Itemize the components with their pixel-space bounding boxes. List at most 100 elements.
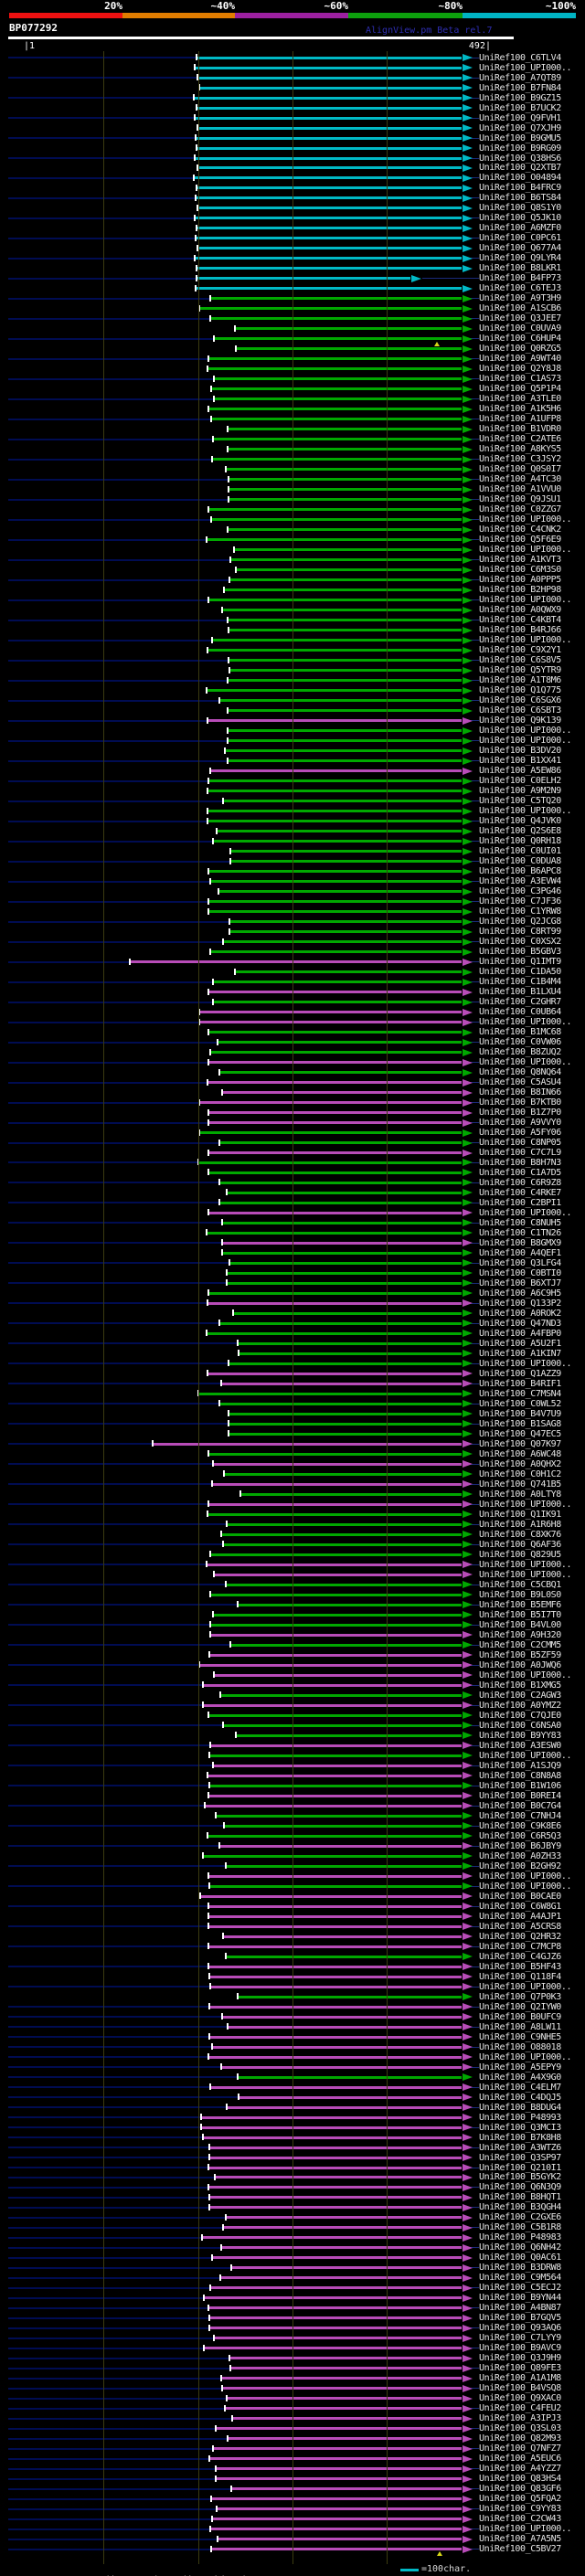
alignment-bar[interactable] [200, 1894, 462, 1898]
subject-label[interactable]: UniRef100_B7K8H8 [479, 2132, 561, 2143]
alignment-bar[interactable] [208, 357, 462, 361]
subject-label[interactable]: UniRef100_UPI000.. [479, 2524, 572, 2535]
subject-label[interactable]: UniRef100_UPI000.. [479, 1670, 572, 1680]
alignment-bar[interactable] [209, 1754, 462, 1757]
subject-label[interactable]: UniRef100_C0H1C2 [479, 1468, 561, 1479]
subject-label[interactable]: UniRef100_A5CRS8 [479, 1921, 561, 1932]
subject-label[interactable]: UniRef100_Q89FE3 [479, 2363, 561, 2374]
alignment-bar[interactable] [198, 1161, 462, 1164]
subject-label[interactable]: UniRef100_A5U2F1 [479, 1338, 561, 1349]
alignment-bar[interactable] [207, 367, 462, 371]
alignment-bar[interactable] [208, 1874, 462, 1878]
alignment-bar[interactable] [212, 458, 462, 461]
subject-label[interactable]: UniRef100_B1LXU4 [479, 987, 561, 997]
subject-label[interactable]: UniRef100_Q133P2 [479, 1298, 561, 1309]
alignment-bar[interactable] [217, 2507, 462, 2511]
alignment-bar[interactable] [219, 1321, 462, 1325]
alignment-bar[interactable] [196, 237, 462, 240]
alignment-bar[interactable] [199, 1021, 462, 1023]
alignment-bar[interactable] [214, 2337, 462, 2340]
alignment-bar[interactable] [208, 2166, 462, 2169]
alignment-bar[interactable] [229, 1422, 462, 1426]
subject-label[interactable]: UniRef100_Q7XJH9 [479, 122, 561, 133]
subject-label[interactable]: UniRef100_C5CBQ1 [479, 1579, 561, 1590]
alignment-bar[interactable] [197, 277, 410, 281]
subject-label[interactable]: UniRef100_B8DUG4 [479, 2102, 561, 2113]
alignment-bar[interactable] [195, 156, 462, 160]
subject-label[interactable]: UniRef100_C0DUA8 [479, 856, 561, 867]
subject-label[interactable]: UniRef100_Q8NQ64 [479, 1067, 561, 1077]
alignment-bar[interactable] [202, 2236, 462, 2240]
subject-label[interactable]: UniRef100_B4FP73 [479, 273, 561, 284]
subject-label[interactable]: UniRef100_Q3J9H9 [479, 2353, 561, 2364]
subject-label[interactable]: UniRef100_B4FRC9 [479, 183, 561, 194]
subject-label[interactable]: UniRef100_B8ZUQ2 [479, 1047, 561, 1057]
alignment-bar[interactable] [223, 1935, 462, 1938]
alignment-bar[interactable] [228, 619, 462, 622]
alignment-bar[interactable] [228, 2437, 462, 2441]
alignment-bar[interactable] [203, 2136, 462, 2139]
alignment-bar[interactable] [210, 2286, 462, 2290]
alignment-bar[interactable] [209, 2156, 462, 2159]
alignment-bar[interactable] [227, 2397, 462, 2401]
subject-label[interactable]: UniRef100_C4FEU2 [479, 2403, 561, 2414]
subject-label[interactable]: UniRef100_Q83GF6 [479, 2484, 561, 2495]
subject-label[interactable]: UniRef100_C4GJZ6 [479, 1951, 561, 1962]
alignment-bar[interactable] [210, 1051, 462, 1054]
subject-label[interactable]: UniRef100_UPI000.. [479, 1871, 572, 1882]
alignment-bar[interactable] [196, 287, 462, 291]
alignment-bar[interactable] [210, 317, 462, 321]
alignment-bar[interactable] [199, 307, 462, 311]
subject-label[interactable]: UniRef100_C1AS73 [479, 374, 561, 385]
alignment-bar[interactable] [219, 1201, 462, 1204]
subject-label[interactable]: UniRef100_C6SBT3 [479, 705, 561, 716]
alignment-bar[interactable] [219, 1071, 462, 1074]
alignment-bar[interactable] [209, 1975, 462, 1978]
alignment-bar[interactable] [207, 1563, 462, 1566]
subject-label[interactable]: UniRef100_C4KBT4 [479, 615, 561, 626]
subject-label[interactable]: UniRef100_C7NHJ4 [479, 1810, 561, 1821]
subject-label[interactable]: UniRef100_B1VDR0 [479, 424, 561, 435]
alignment-bar[interactable] [208, 1151, 462, 1154]
alignment-bar[interactable] [239, 1352, 462, 1355]
alignment-bar[interactable] [212, 2518, 462, 2521]
alignment-bar[interactable] [209, 1653, 462, 1657]
subject-label[interactable]: UniRef100_Q1AZZ9 [479, 1368, 561, 1379]
subject-label[interactable]: UniRef100_Q829U5 [479, 1549, 561, 1560]
subject-label[interactable]: UniRef100_B5GYK2 [479, 2172, 561, 2183]
alignment-bar[interactable] [197, 146, 462, 150]
subject-label[interactable]: UniRef100_A4X9G0 [479, 2072, 561, 2083]
subject-label[interactable]: UniRef100_Q2HR32 [479, 1931, 561, 1942]
alignment-bar[interactable] [208, 1945, 462, 1948]
subject-label[interactable]: UniRef100_C7MSN4 [479, 1388, 561, 1399]
subject-label[interactable]: UniRef100_A4FBP0 [479, 1328, 561, 1339]
subject-label[interactable]: UniRef100_Q1IMT9 [479, 957, 561, 968]
alignment-bar[interactable] [208, 2055, 462, 2059]
alignment-bar[interactable] [210, 1633, 462, 1637]
subject-label[interactable]: UniRef100_A8LW11 [479, 2021, 561, 2032]
subject-label[interactable]: UniRef100_B3DV20 [479, 746, 561, 757]
alignment-bar[interactable] [209, 2457, 462, 2461]
subject-label[interactable]: UniRef100_UPI000.. [479, 595, 572, 606]
alignment-bar[interactable] [208, 870, 462, 874]
alignment-bar[interactable] [229, 629, 462, 632]
subject-label[interactable]: UniRef100_C5TQ20 [479, 796, 561, 807]
alignment-bar[interactable] [224, 1824, 462, 1828]
alignment-bar[interactable] [208, 779, 462, 783]
alignment-bar[interactable] [227, 1271, 462, 1275]
subject-label[interactable]: UniRef100_B5ZF59 [479, 1649, 561, 1660]
subject-label[interactable]: UniRef100_A1UFP8 [479, 414, 561, 425]
subject-label[interactable]: UniRef100_Q47ND3 [479, 1318, 561, 1329]
subject-label[interactable]: UniRef100_C0WL52 [479, 1398, 561, 1409]
subject-label[interactable]: UniRef100_Q9LYR4 [479, 253, 561, 264]
alignment-bar[interactable] [210, 769, 462, 773]
subject-label[interactable]: UniRef100_A5EPY9 [479, 2062, 561, 2072]
alignment-bar[interactable] [197, 186, 462, 190]
alignment-bar[interactable] [199, 1101, 462, 1104]
alignment-bar[interactable] [212, 2045, 462, 2049]
subject-label[interactable]: UniRef100_C6W8G1 [479, 1901, 561, 1912]
alignment-bar[interactable] [236, 347, 462, 351]
subject-label[interactable]: UniRef100_Q7P0K3 [479, 1991, 561, 2002]
alignment-bar[interactable] [208, 2306, 462, 2310]
alignment-bar[interactable] [220, 2276, 462, 2280]
